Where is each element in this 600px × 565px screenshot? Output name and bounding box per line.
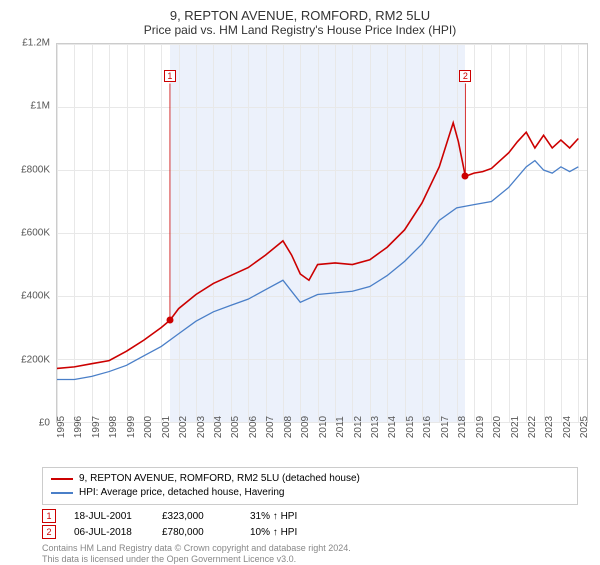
legend-item-blue: HPI: Average price, detached house, Have… — [51, 486, 569, 500]
footer-text: Contains HM Land Registry data © Crown c… — [42, 543, 588, 565]
table-row: 1 18-JUL-2001 £323,000 31% ↑ HPI — [42, 509, 588, 523]
chart-area: £0£200K£400K£600K£800K£1M£1.2M 12 — [12, 43, 588, 423]
chart-subtitle: Price paid vs. HM Land Registry's House … — [12, 23, 588, 37]
legend-swatch-red — [51, 478, 73, 480]
footer-line-1: Contains HM Land Registry data © Crown c… — [42, 543, 588, 554]
legend-label-red: 9, REPTON AVENUE, ROMFORD, RM2 5LU (deta… — [79, 472, 360, 486]
legend-item-red: 9, REPTON AVENUE, ROMFORD, RM2 5LU (deta… — [51, 472, 569, 486]
sales-table: 1 18-JUL-2001 £323,000 31% ↑ HPI 2 06-JU… — [42, 509, 588, 539]
x-axis: 1995199619971998199920002001200220032004… — [56, 423, 588, 461]
legend-swatch-blue — [51, 492, 73, 494]
sale-delta: 31% ↑ HPI — [250, 511, 320, 522]
legend-label-blue: HPI: Average price, detached house, Have… — [79, 486, 285, 500]
sale-date: 18-JUL-2001 — [74, 511, 144, 522]
sale-price: £780,000 — [162, 527, 232, 538]
table-row: 2 06-JUL-2018 £780,000 10% ↑ HPI — [42, 525, 588, 539]
marker-2: 2 — [42, 525, 56, 539]
sale-price: £323,000 — [162, 511, 232, 522]
chart-container: 9, REPTON AVENUE, ROMFORD, RM2 5LU Price… — [0, 0, 600, 560]
y-axis: £0£200K£400K£600K£800K£1M£1.2M — [12, 43, 56, 423]
sale-delta: 10% ↑ HPI — [250, 527, 320, 538]
plot-area: 12 — [56, 43, 588, 423]
sale-date: 06-JUL-2018 — [74, 527, 144, 538]
marker-1: 1 — [42, 509, 56, 523]
legend: 9, REPTON AVENUE, ROMFORD, RM2 5LU (deta… — [42, 467, 578, 505]
chart-title: 9, REPTON AVENUE, ROMFORD, RM2 5LU — [12, 8, 588, 23]
